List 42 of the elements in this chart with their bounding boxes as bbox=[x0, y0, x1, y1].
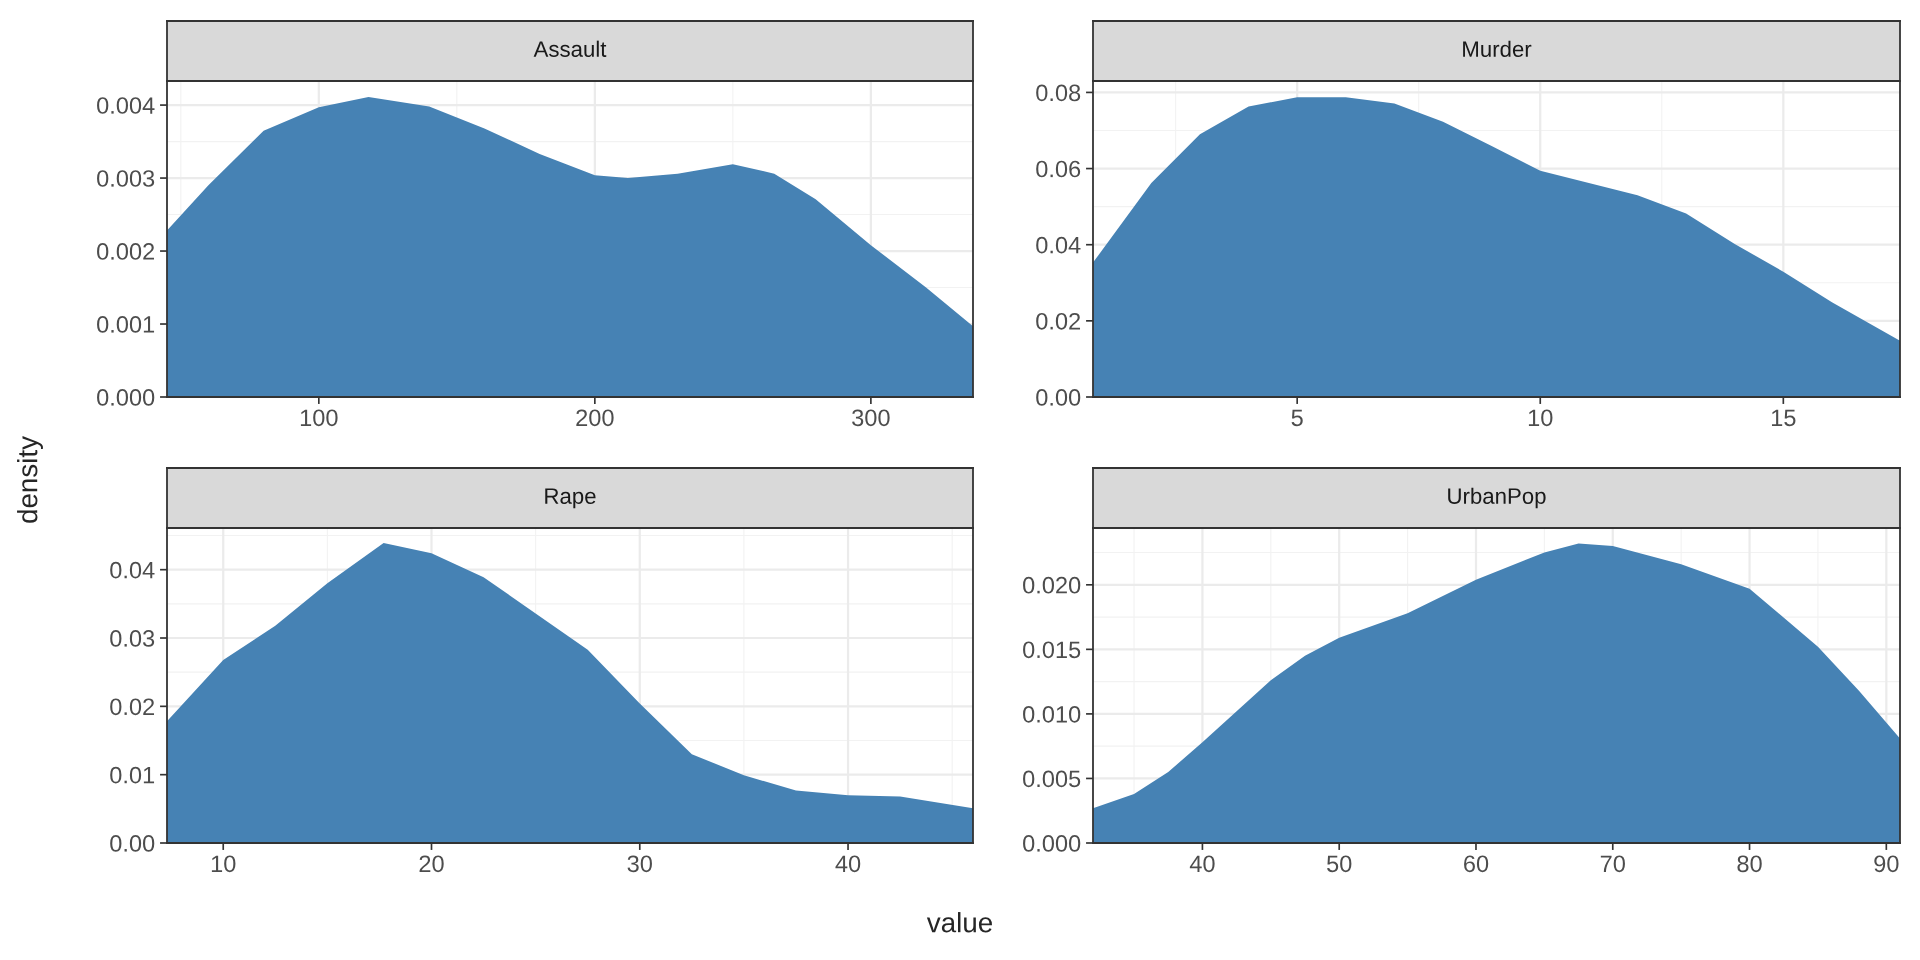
x-tick-label: 20 bbox=[419, 855, 444, 873]
y-tick-label: 0.001 bbox=[97, 316, 155, 333]
x-tick-label: 70 bbox=[1600, 855, 1625, 873]
x-tick-label: 80 bbox=[1737, 855, 1762, 873]
x-tick-label: 15 bbox=[1772, 409, 1796, 427]
x-tick-label: 40 bbox=[1189, 855, 1215, 873]
x-axis-title: value bbox=[926, 912, 992, 933]
x-tick-label: 40 bbox=[835, 855, 861, 873]
y-tick-label: 0.02 bbox=[110, 698, 155, 716]
x-tick-label: 5 bbox=[1291, 409, 1303, 427]
y-tick-label: 0.01 bbox=[110, 766, 155, 784]
x-tick-label: 10 bbox=[1528, 409, 1553, 427]
chart-title: Murder bbox=[1463, 40, 1532, 57]
chart-title: UrbanPop bbox=[1448, 487, 1546, 509]
y-tick-label: 0.03 bbox=[110, 630, 155, 647]
y-tick-label: 0.020 bbox=[1023, 576, 1081, 594]
y-tick-label: 0.004 bbox=[97, 97, 155, 114]
y-tick-label: 0.00 bbox=[110, 835, 155, 852]
y-tick-label: 0.003 bbox=[97, 170, 155, 187]
y-tick-label: 0.06 bbox=[1036, 160, 1081, 178]
x-tick-label: 30 bbox=[627, 855, 652, 873]
y-tick-label: 0.08 bbox=[1036, 84, 1081, 102]
x-tick-label: 90 bbox=[1874, 855, 1899, 873]
y-tick-label: 0.002 bbox=[97, 243, 155, 260]
y-tick-label: 0.04 bbox=[1036, 236, 1081, 254]
y-tick-label: 0.000 bbox=[97, 389, 155, 406]
y-tick-label: 0.010 bbox=[1023, 705, 1081, 723]
y-tick-label: 0.015 bbox=[1023, 641, 1081, 659]
y-tick-label: 0.04 bbox=[110, 561, 155, 579]
x-tick-label: 60 bbox=[1464, 855, 1489, 873]
y-tick-label: 0.005 bbox=[1023, 770, 1081, 788]
x-tick-label: 200 bbox=[576, 409, 614, 427]
chart-title: Rape bbox=[545, 488, 596, 509]
y-tick-label: 0.000 bbox=[1023, 835, 1081, 852]
y-axis-title: density bbox=[17, 436, 43, 523]
x-tick-label: 10 bbox=[211, 855, 236, 873]
x-tick-label: 300 bbox=[852, 409, 890, 427]
x-tick-label: 50 bbox=[1327, 855, 1352, 873]
y-tick-label: 0.02 bbox=[1036, 312, 1081, 330]
y-tick-label: 0.00 bbox=[1036, 389, 1081, 406]
x-tick-label: 100 bbox=[300, 409, 338, 427]
chart-title: Assault bbox=[533, 40, 607, 57]
